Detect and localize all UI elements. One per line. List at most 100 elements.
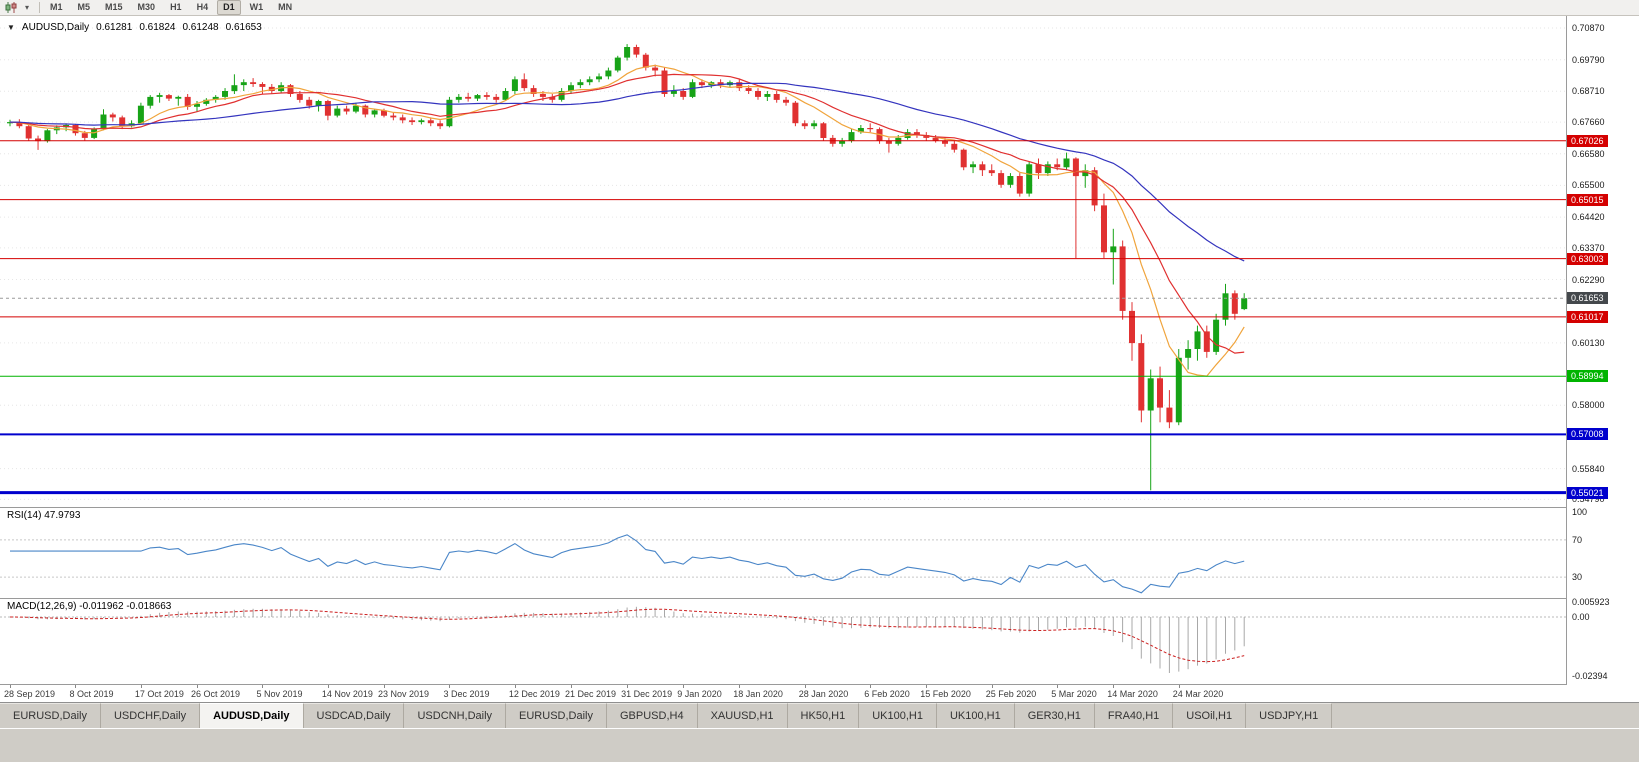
chart-tab-1[interactable]: USDCHF,Daily [100,703,201,728]
time-tick-mark [262,685,264,688]
hline-price-badge[interactable]: 0.63003 [1567,252,1608,265]
timeframe-button-m15[interactable]: M15 [105,2,123,12]
hline-price-badge[interactable]: 0.65015 [1567,193,1608,206]
timeframe-button-h1[interactable]: H1 [170,2,182,12]
one-click-trading-icon[interactable]: ▼ [7,23,15,32]
chart-tab-0[interactable]: EURUSD,Daily [0,703,101,728]
time-tick-mark [1113,685,1115,688]
pane-resize-handle[interactable] [0,507,1639,508]
time-tick-mark [926,685,928,688]
date-tick-label: 15 Feb 2020 [920,689,971,699]
date-tick-label: 9 Jan 2020 [677,689,722,699]
macd-tick-label: 0.00 [1572,612,1590,622]
time-tick-mark [75,685,77,688]
timeframe-button-m5[interactable]: M5 [77,2,91,12]
date-tick-label: 23 Nov 2019 [378,689,430,699]
pane-resize-handle[interactable] [0,684,1639,685]
date-tick-label: 3 Dec 2019 [443,689,490,699]
pane-resize-handle[interactable] [0,598,1639,599]
date-tick-label: 5 Nov 2019 [256,689,303,699]
timeframe-button-m30[interactable]: M30 [137,2,156,12]
date-tick-label: 21 Dec 2019 [565,689,617,699]
hline-price-badge[interactable]: 0.55021 [1567,486,1608,499]
chart-tab-6[interactable]: GBPUSD,H4 [607,703,698,728]
time-tick-mark [870,685,872,688]
ma-fast-line [9,64,1245,377]
date-tick-label: 17 Oct 2019 [134,689,184,699]
rsi-tick-label: 70 [1572,534,1583,545]
rsi-tick-label: 100 [1572,507,1588,517]
hline-price-badge[interactable]: 0.67026 [1567,134,1608,147]
time-tick-mark [449,685,451,688]
price-tick-label: 0.64420 [1572,212,1605,223]
macd-tick-label: -0.02394 [1572,670,1608,681]
price-tick-label: 0.60130 [1572,337,1605,348]
timeframe-buttons: M1 M5 M15 M30 H1 H4 D1 W1 MN [44,0,298,15]
chart-type-candlestick-icon[interactable] [3,1,19,14]
ohlc-high: 0.61824 [139,22,176,33]
chart-tab-5[interactable]: EURUSD,Daily [506,703,607,728]
macd-histogram [18,606,1245,673]
hline-price-badge[interactable]: 0.57008 [1567,428,1608,441]
date-tick-label: 28 Jan 2020 [798,689,849,699]
date-tick-label: 8 Oct 2019 [69,689,114,699]
time-tick-mark [140,685,142,688]
chart-tab-2[interactable]: AUDUSD,Daily [200,703,304,728]
ma-slow-line [9,82,1245,262]
date-tick-label: 6 Feb 2020 [864,689,910,699]
hline-price-badge[interactable]: 0.61017 [1567,310,1608,323]
price-axis[interactable]: 0.70870 0.69790 0.68710 0.67660 0.66580 0.655… [1566,16,1639,685]
chart-tab-9[interactable]: UK100,H1 [859,703,937,728]
current-price-badge: 0.61653 [1567,292,1608,305]
date-tick-label: 12 Dec 2019 [508,689,560,699]
timeframe-button-mn[interactable]: MN [278,2,293,12]
time-tick-mark [384,685,385,688]
chart-tab-4[interactable]: USDCNH,Daily [404,703,507,728]
time-tick-mark [514,685,516,688]
time-tick-mark [197,685,198,688]
date-tick-label: 14 Mar 2020 [1107,689,1158,699]
timeframe-button-w1[interactable]: W1 [249,2,264,12]
chart-tab-8[interactable]: HK50,H1 [787,703,860,728]
price-tick-label: 0.54790 [1572,494,1605,505]
time-tick-mark [991,685,993,688]
chart-window: ▼ AUDUSD,Daily 0.61281 0.61824 0.61248 0… [0,16,1639,702]
chart-tab-11[interactable]: GER30,H1 [1014,703,1095,728]
rsi-tick-label: 30 [1572,572,1583,583]
chart-tab-10[interactable]: UK100,H1 [936,703,1015,728]
price-tick-label: 0.62290 [1572,274,1605,285]
date-tick-label: 25 Feb 2020 [985,689,1037,699]
chart-tab-7[interactable]: XAUUSD,H1 [697,703,788,728]
price-tick-label: 0.63370 [1572,242,1605,253]
date-tick-label: 26 Oct 2019 [191,689,241,699]
chart-tab-14[interactable]: USDJPY,H1 [1246,703,1333,728]
ma-mid-line [9,73,1245,354]
chart-tab-3[interactable]: USDCAD,Daily [303,703,405,728]
macd-tick-label: 0.005923 [1572,597,1610,608]
time-tick-mark [739,685,741,688]
price-tick-label: 0.65500 [1572,180,1605,191]
price-tick-label: 0.70870 [1572,22,1605,33]
chart-dropdown-icon[interactable]: ▾ [24,3,29,12]
chart-tab-13[interactable]: USOil,H1 [1173,703,1247,728]
macd-signal-line [9,608,1245,663]
time-tick-mark [804,685,806,688]
ohlc-close: 0.61653 [225,22,262,33]
price-tick-label: 0.55840 [1572,463,1605,474]
rsi-indicator-label: RSI(14) 47.9793 [7,510,81,521]
chart-tab-12[interactable]: FRA40,H1 [1094,703,1174,728]
hlines-layer[interactable] [0,140,1566,495]
time-tick-mark [1178,685,1180,688]
chart-canvas[interactable] [0,16,1566,702]
grid-layer [0,27,1566,500]
timeframe-button-d1[interactable]: D1 [217,0,241,15]
date-tick-label: 28 Sep 2019 [4,689,56,699]
hline-price-badge[interactable]: 0.58994 [1567,370,1608,383]
timeframe-button-m1[interactable]: M1 [50,2,63,12]
status-bar [0,728,1639,762]
chart-tab-bar: EURUSD,Daily USDCHF,Daily AUDUSD,Daily USDC… [0,702,1639,728]
rsi-levels [0,539,1566,578]
timeframe-button-h4[interactable]: H4 [196,2,209,12]
time-axis[interactable]: 28 Sep 2019 8 Oct 2019 17 Oct 2019 26 Oct 2… [0,685,1566,702]
